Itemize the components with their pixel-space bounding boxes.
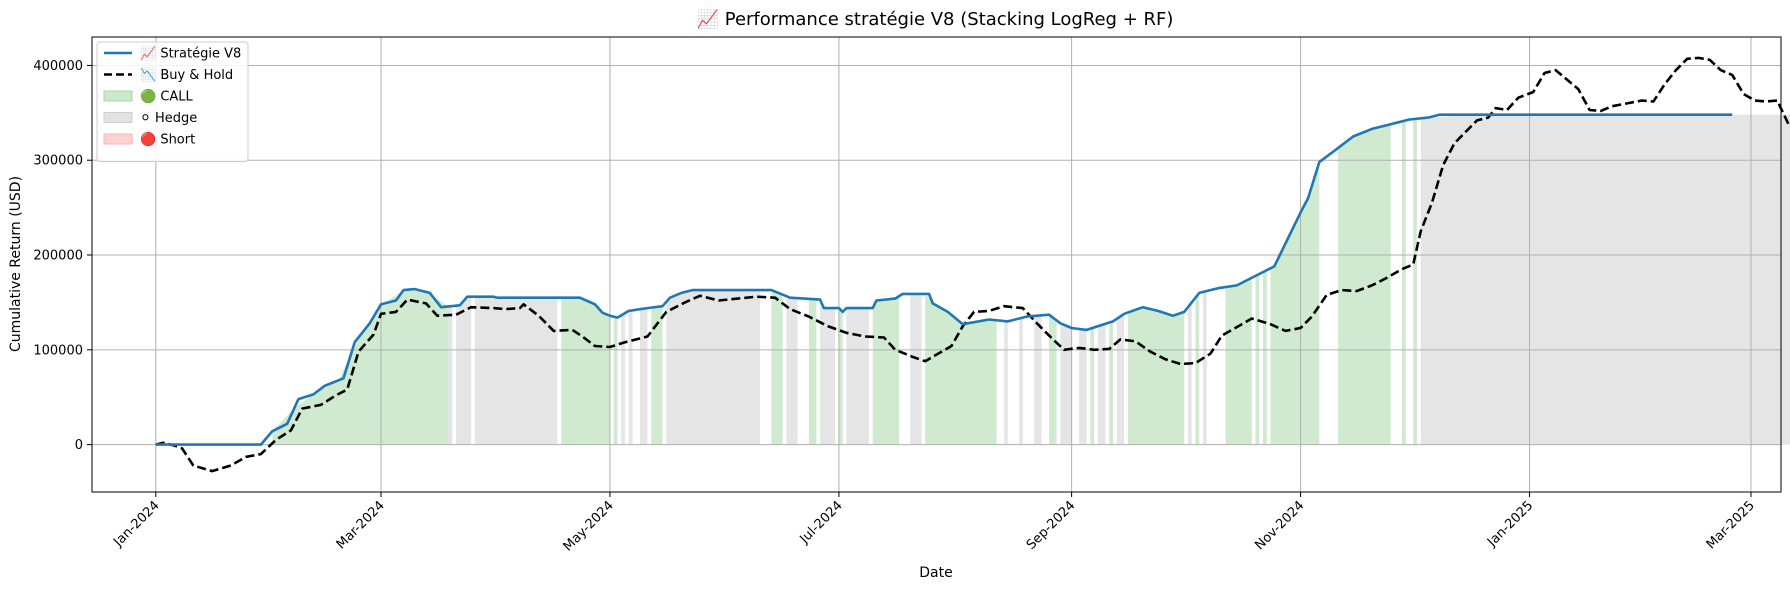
legend: 📈 Stratégie V8 📉 Buy & Hold 🟢 CALL ⚪ Hedge 🔴… [96,41,249,162]
legend-label: 📉 Buy & Hold [140,67,233,83]
x-tick-label: May-2024 [561,498,617,554]
hedge-region [846,308,869,445]
hedge-region [910,293,922,445]
hedge-region [1079,329,1087,445]
call-region [1401,120,1406,445]
call-region [651,306,663,445]
legend-entry: ⚪ Hedge [103,111,197,126]
legend-label: 🔴 Short [140,132,195,148]
y-tick-label: 0 [75,438,83,453]
legend-label: 🟢 CALL [140,89,194,105]
buyhold-line [155,56,1790,473]
hedge-region [1019,317,1023,445]
y-tick-label: 100000 [33,343,83,358]
legend-patch-swatch [103,90,133,102]
legend-entry: 📉 Buy & Hold [104,67,233,83]
y-axis-label: Cumulative Return (USD) [8,176,24,352]
x-tick-label: Jul-2024 [797,498,846,547]
series-lines [155,56,1790,473]
call-region [925,293,997,445]
legend-label: 📈 Stratégie V8 [140,46,241,62]
x-tick-label: Nov-2024 [1252,498,1307,553]
hedge-region [1188,302,1192,445]
call-region [1049,314,1057,445]
hedge-region [1060,323,1072,445]
legend-entry: 🟢 CALL [103,89,194,105]
plot-frame [91,36,1782,493]
x-tick-label: Mar-2024 [334,498,388,552]
y-tick-label: 300000 [33,154,83,169]
call-region [771,290,783,445]
x-tick-label: Mar-2025 [1704,498,1758,552]
x-axis-label: Date [919,565,952,581]
hedge-region [474,296,558,445]
hedge-region [786,296,798,445]
hedge-region [640,308,648,445]
legend-patch-swatch [103,112,133,123]
call-region [1090,327,1095,445]
strategy-line [155,113,1733,446]
call-region [1109,321,1113,445]
call-region [872,296,899,445]
plot-area [91,36,1790,493]
call-region [272,290,449,445]
hedge-region [448,306,453,445]
call-region [1195,292,1200,445]
hedge-region [1034,315,1042,445]
legend-box [96,41,249,162]
hedge-region [456,296,472,445]
chart-title: 📈 Performance stratégie V8 (Stacking Log… [697,8,1174,30]
signal-regions [272,114,1790,445]
hedge-region [666,290,761,445]
legend-label: ⚪ Hedge [140,111,197,126]
hedge-region [1420,114,1790,445]
call-region [1338,124,1391,445]
hedge-region [621,313,625,445]
x-tick-label: Jan-2025 [1484,498,1536,550]
call-region [613,316,618,445]
call-region [1127,307,1185,445]
hedge-region [1004,321,1008,445]
legend-entry: 🔴 Short [103,132,195,148]
x-axis-ticks: Jan-2024 Mar-2024 May-2024 Jul-2024 Sep-2024… [110,492,1758,554]
y-tick-label: 200000 [33,249,83,264]
hedge-region [1203,291,1207,445]
x-tick-label: Sep-2024 [1024,498,1079,553]
call-region [1225,277,1252,445]
call-region [838,308,843,445]
hedge-region [628,310,633,445]
y-tick-label: 400000 [33,59,83,74]
call-region [1263,270,1267,445]
call-region [1270,162,1320,445]
x-tick-label: Jan-2024 [110,498,162,550]
hedge-region [1116,313,1125,445]
call-region [1413,118,1417,445]
hedge-region [820,299,836,445]
call-region [561,297,610,445]
legend-patch-swatch [103,133,133,145]
y-axis-ticks: 0 100000 200000 300000 400000 [33,59,92,453]
call-region [808,298,817,445]
hedge-region [1097,323,1106,445]
call-region [1255,274,1260,445]
legend-entry: 📈 Stratégie V8 [104,46,241,62]
